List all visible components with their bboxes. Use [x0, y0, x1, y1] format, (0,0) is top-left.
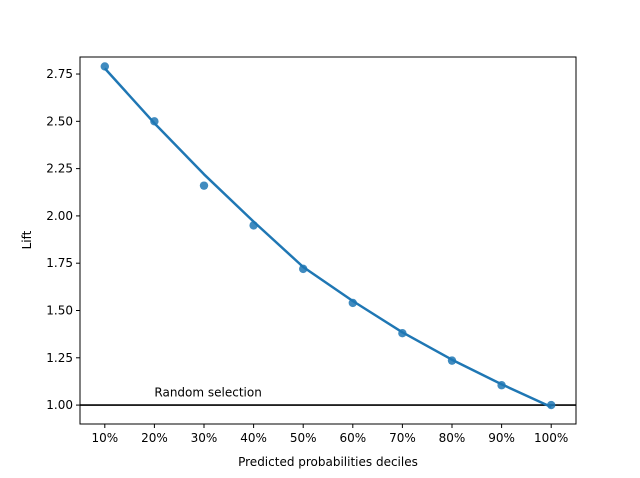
y-tick-label: 1.75 — [46, 256, 73, 270]
y-axis-label: Lift — [20, 230, 34, 249]
plot-area — [80, 57, 576, 424]
y-tick-label: 1.25 — [46, 351, 73, 365]
lift-point — [497, 381, 506, 390]
x-tick-label: 20% — [141, 431, 168, 445]
x-tick-label: 100% — [534, 431, 568, 445]
y-tick-label: 1.00 — [46, 398, 73, 412]
lift-point — [299, 264, 308, 274]
x-tick-label: 60% — [339, 431, 366, 445]
x-tick-label: 10% — [91, 431, 118, 445]
plot-frame — [79, 56, 577, 425]
lift-point — [348, 298, 357, 308]
x-tick-label: 40% — [240, 431, 267, 445]
x-tick-label: 50% — [290, 431, 317, 445]
x-tick-label: 70% — [389, 431, 416, 445]
trend-line-group — [103, 67, 552, 409]
x-axis-label: Predicted probabilities deciles — [238, 455, 418, 469]
x-tick-label: 80% — [439, 431, 466, 445]
x-tick-label: 90% — [488, 431, 515, 445]
lift-point — [100, 62, 110, 71]
lift-point — [398, 328, 407, 338]
lift-trend-line — [103, 67, 552, 409]
y-tick-label: 1.50 — [46, 303, 73, 317]
x-tick-label: 30% — [191, 431, 218, 445]
random-selection-annotation: Random selection — [154, 386, 261, 400]
y-tick-label: 2.50 — [46, 114, 73, 128]
lift-point — [249, 221, 258, 230]
x-axis-ticks: 10% 20% 30% 40% 50% 60% 70% 80% 90% 100% — [91, 424, 568, 445]
y-tick-label: 2.75 — [46, 67, 73, 81]
y-tick-label: 2.25 — [46, 162, 73, 176]
data-points — [100, 62, 556, 410]
y-tick-label: 2.00 — [46, 209, 73, 223]
lift-point — [199, 181, 209, 190]
lift-point — [150, 117, 159, 126]
lift-point — [547, 400, 556, 410]
y-axis-ticks: 1.00 1.25 1.50 1.75 2.00 2.25 2.50 2.75 — [46, 67, 80, 412]
lift-point — [447, 356, 457, 365]
